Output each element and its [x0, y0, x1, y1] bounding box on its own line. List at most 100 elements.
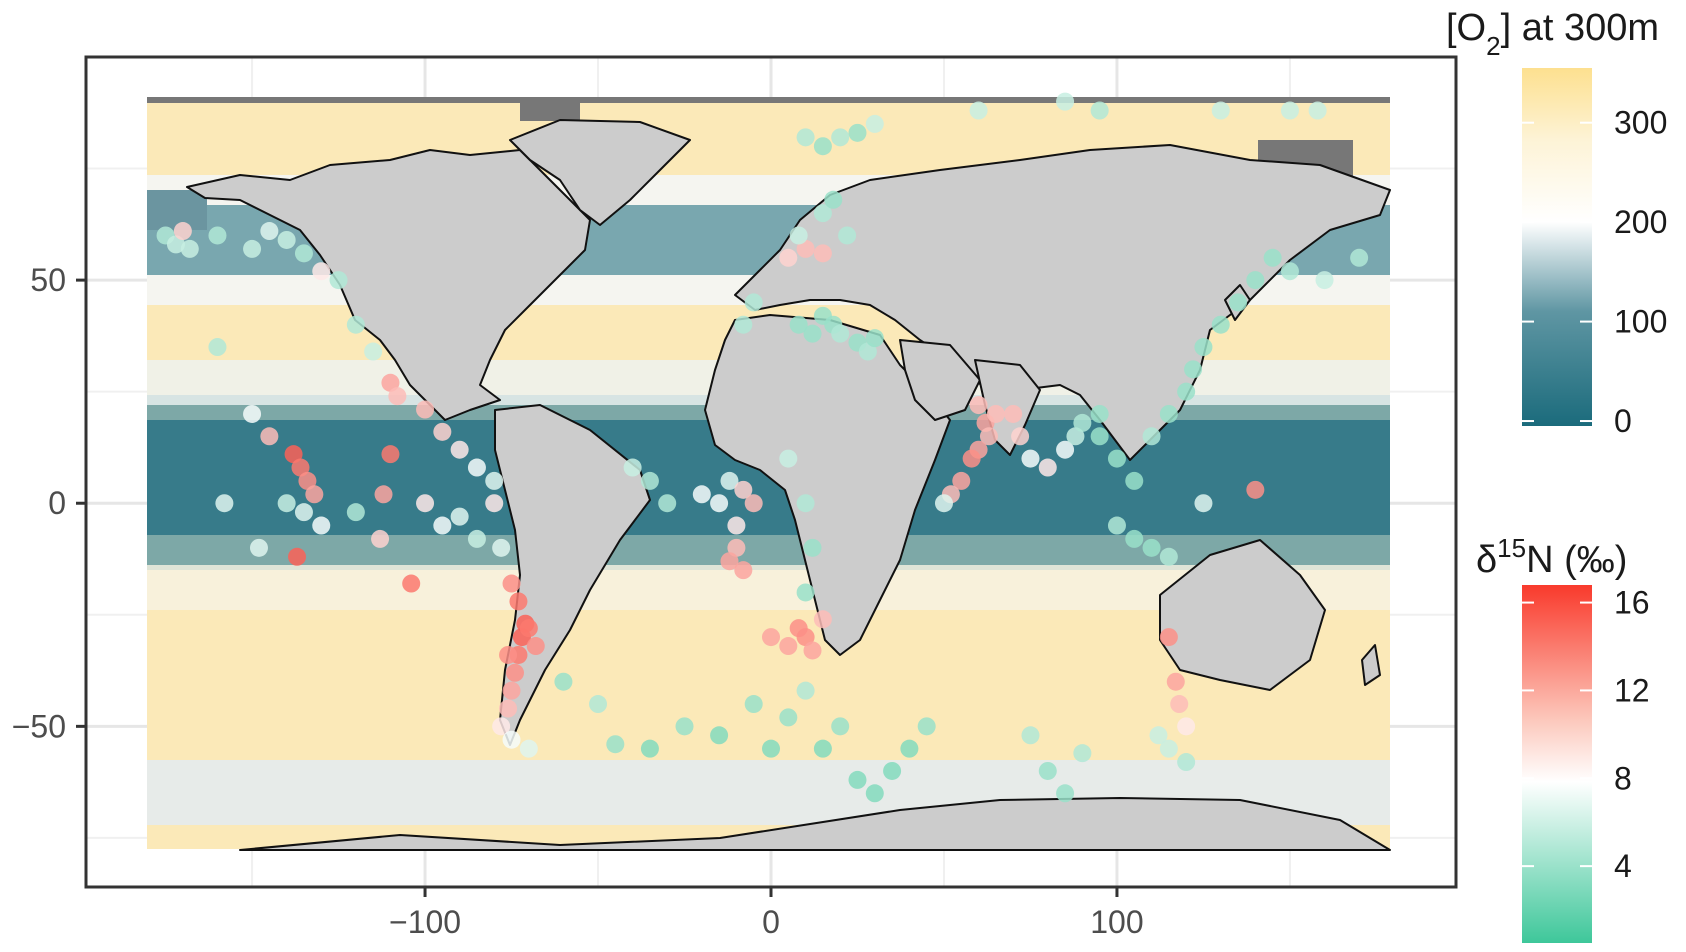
sample-point — [1308, 101, 1327, 120]
d15n-legend-ticks: 16 12 8 4 — [1522, 585, 1650, 884]
sample-point — [499, 699, 518, 718]
sample-point — [831, 717, 850, 736]
sample-point — [865, 784, 884, 803]
sample-point — [1280, 262, 1299, 281]
sample-point — [450, 507, 469, 526]
sample-point — [1177, 382, 1196, 401]
sample-point — [865, 114, 884, 133]
sample-point — [1011, 427, 1030, 446]
sample-point — [789, 315, 808, 334]
sample-point — [208, 226, 227, 245]
sample-point — [744, 494, 763, 513]
sample-point — [1166, 672, 1185, 691]
sample-point — [166, 235, 185, 254]
sample-point — [485, 494, 504, 513]
sample-point — [710, 494, 729, 513]
d15n-tick-label: 12 — [1614, 672, 1650, 708]
sample-point — [180, 239, 199, 258]
sample-point — [813, 204, 832, 223]
sample-point — [1159, 628, 1178, 647]
bering-low-patch — [147, 190, 207, 230]
x-tick-label: 0 — [762, 904, 780, 940]
sample-point — [1142, 427, 1161, 446]
sample-point — [796, 128, 815, 147]
sample-point — [1021, 726, 1040, 745]
sample-point — [962, 449, 981, 468]
sample-point — [1159, 739, 1178, 758]
north-america-land — [186, 149, 591, 421]
sample-point — [779, 637, 798, 656]
sample-point — [831, 324, 850, 343]
sample-point — [934, 494, 953, 513]
sample-point — [803, 538, 822, 557]
sample-point — [519, 619, 538, 638]
y-tick-label: 50 — [30, 262, 66, 298]
y-axis-ticks: 50 0 −50 — [12, 262, 86, 744]
arabia-land — [899, 339, 981, 421]
y-tick-label: −50 — [12, 708, 66, 744]
sample-point — [1194, 494, 1213, 513]
sample-point — [883, 761, 902, 780]
sample-point — [381, 373, 400, 392]
sample-point — [658, 494, 677, 513]
sample-point — [1350, 248, 1369, 267]
sample-point — [1073, 413, 1092, 432]
o2-colorbar — [1522, 68, 1592, 426]
sample-point — [416, 400, 435, 419]
land-masses — [186, 119, 1391, 851]
sample-point — [623, 458, 642, 477]
sample-point — [526, 637, 545, 656]
sample-point — [720, 471, 739, 490]
sample-point — [173, 222, 192, 241]
sample-point — [986, 404, 1005, 423]
sample-point — [789, 226, 808, 245]
sample-point — [288, 547, 307, 566]
sample-point — [294, 503, 313, 522]
sample-point — [1246, 480, 1265, 499]
sample-point — [779, 248, 798, 267]
new-zealand-land — [1361, 644, 1381, 686]
arctic-missing-data — [147, 97, 1390, 103]
o2-legend-title: [O2] at 300m — [1446, 7, 1659, 61]
sample-point — [848, 770, 867, 789]
sample-point — [374, 485, 393, 504]
sample-point — [364, 342, 383, 361]
sample-point — [1315, 271, 1334, 290]
o2-tick-label: 200 — [1614, 204, 1667, 240]
sample-point — [312, 516, 331, 535]
sample-point — [277, 494, 296, 513]
x-tick-label: 100 — [1090, 904, 1143, 940]
sample-point — [492, 717, 511, 736]
sample-point — [1211, 101, 1230, 120]
sample-point — [1004, 404, 1023, 423]
africa-land — [704, 314, 951, 656]
sample-point — [720, 552, 739, 571]
sample-point — [502, 681, 521, 700]
x-axis-ticks: −100 0 100 — [389, 887, 1144, 940]
sample-point — [1021, 449, 1040, 468]
sample-point — [433, 422, 452, 441]
sample-point — [260, 427, 279, 446]
sample-point — [675, 717, 694, 736]
sample-point — [796, 494, 815, 513]
sample-point — [485, 471, 504, 490]
d15n-tick-label: 16 — [1614, 585, 1650, 621]
sample-point — [499, 645, 518, 664]
sample-point — [505, 663, 524, 682]
sample-point — [1038, 761, 1057, 780]
sample-point — [640, 739, 659, 758]
o2-tick-label: 0 — [1614, 403, 1632, 439]
sample-point — [467, 458, 486, 477]
sample-point — [1184, 360, 1203, 379]
sample-point — [1090, 404, 1109, 423]
o2-tick-label: 100 — [1614, 304, 1667, 340]
australia-land — [1159, 539, 1326, 691]
greenland-land — [509, 119, 691, 226]
sample-point — [813, 739, 832, 758]
sample-point — [277, 230, 296, 249]
sample-point — [291, 458, 310, 477]
sample-point — [1263, 248, 1282, 267]
sample-point — [779, 708, 798, 727]
